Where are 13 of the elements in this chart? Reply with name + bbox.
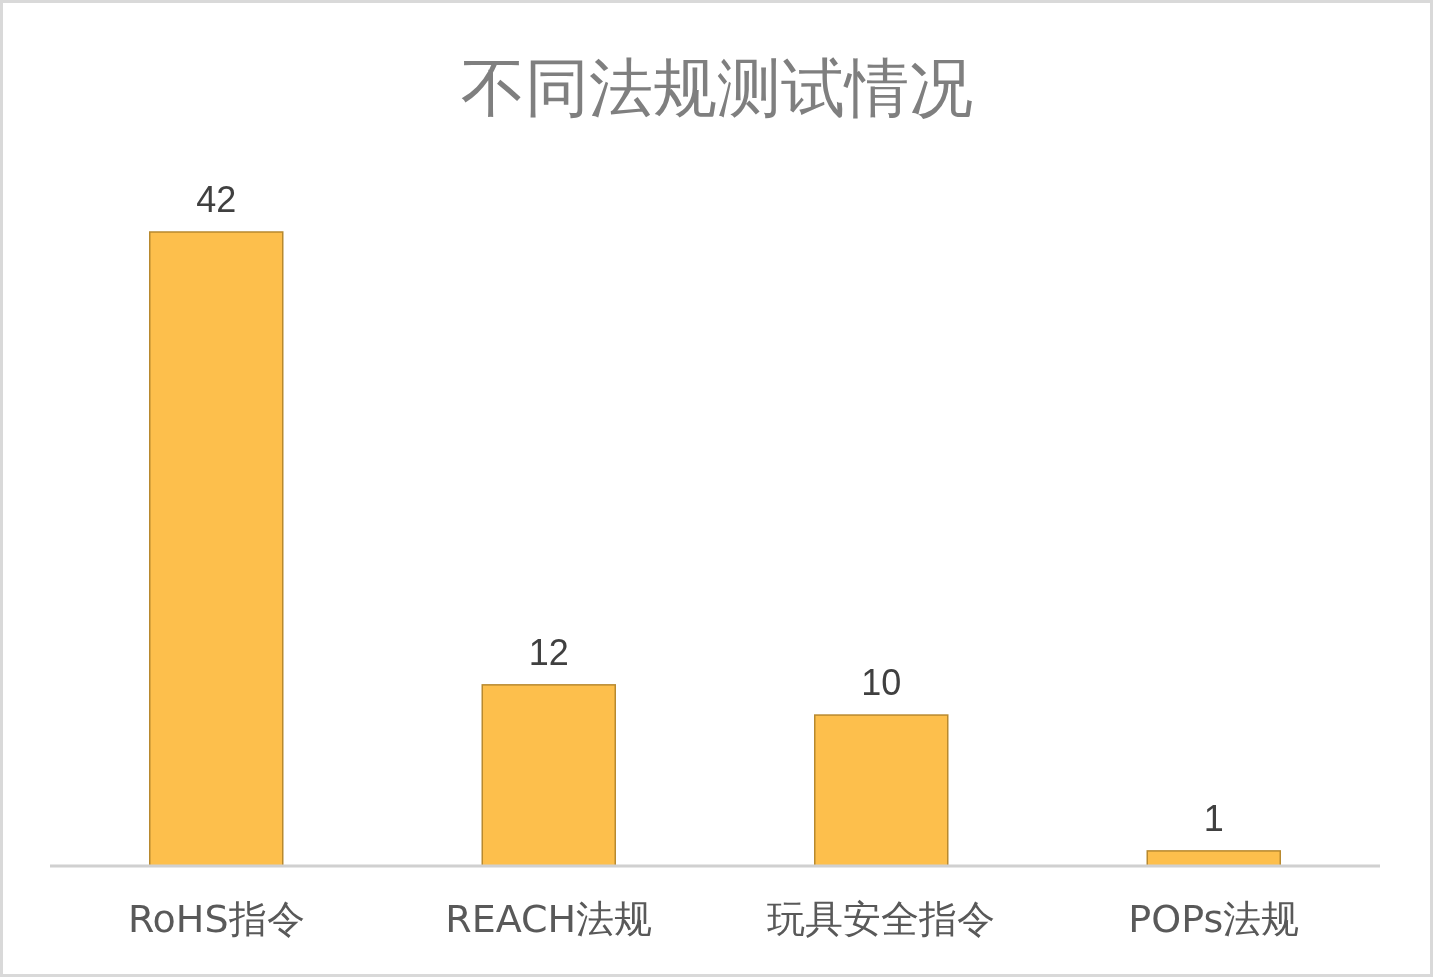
data-label: 12 [528, 631, 569, 673]
data-label: 10 [861, 662, 902, 704]
bar [814, 714, 949, 867]
data-label: 42 [196, 179, 237, 220]
x-tick-label: RoHS指令 [127, 897, 305, 941]
bar [481, 684, 616, 867]
data-label: 1 [1203, 797, 1224, 839]
bar [1146, 850, 1281, 867]
bar [149, 231, 284, 867]
x-tick-label: REACH法规 [445, 897, 653, 941]
chart-title: 不同法规测试情况 [460, 51, 973, 125]
x-tick-label: 玩具安全指令 [767, 897, 996, 941]
x-tick-label: POPs法规 [1128, 897, 1300, 941]
